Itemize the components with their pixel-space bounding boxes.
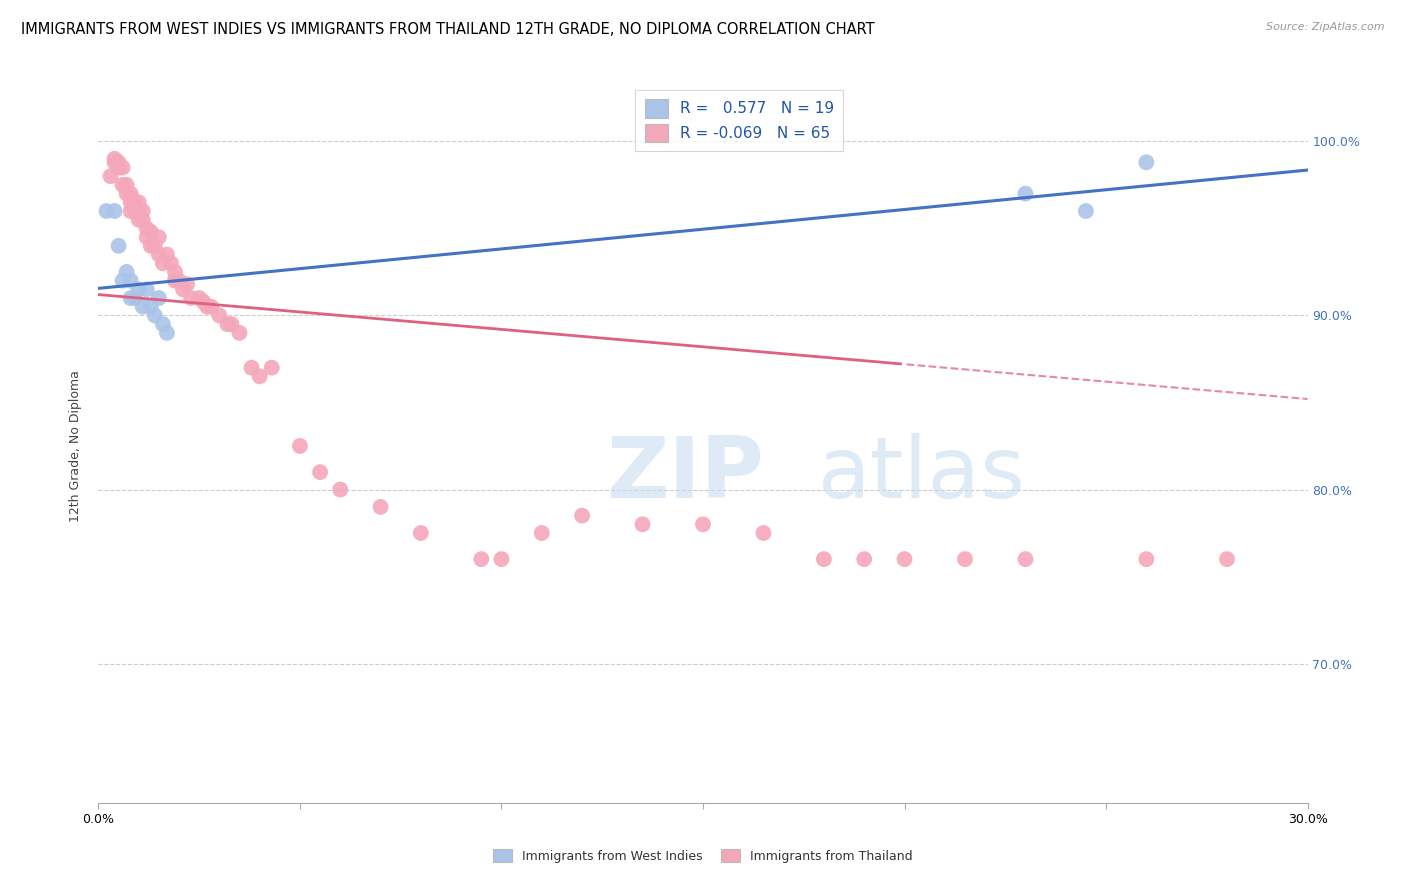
Text: IMMIGRANTS FROM WEST INDIES VS IMMIGRANTS FROM THAILAND 12TH GRADE, NO DIPLOMA C: IMMIGRANTS FROM WEST INDIES VS IMMIGRANT… xyxy=(21,22,875,37)
Point xyxy=(124,291,146,305)
Point xyxy=(128,282,150,296)
Point xyxy=(148,230,170,244)
Point xyxy=(152,256,174,270)
Point xyxy=(111,161,134,175)
Point xyxy=(128,195,150,210)
Point xyxy=(139,225,162,239)
Point xyxy=(120,186,142,201)
Point xyxy=(115,265,138,279)
Point xyxy=(1135,552,1157,566)
Point xyxy=(107,161,129,175)
Point xyxy=(163,265,186,279)
Point xyxy=(135,221,157,235)
Point xyxy=(163,274,186,288)
Point xyxy=(228,326,250,340)
Point xyxy=(143,239,166,253)
Point xyxy=(111,274,134,288)
Point xyxy=(470,552,492,566)
Point xyxy=(100,169,122,184)
Point xyxy=(103,204,125,219)
Point xyxy=(217,317,239,331)
Point xyxy=(188,291,211,305)
Point xyxy=(139,300,162,314)
Point xyxy=(115,186,138,201)
Point xyxy=(260,360,283,375)
Point xyxy=(135,230,157,244)
Point xyxy=(111,178,134,192)
Point xyxy=(813,552,835,566)
Point xyxy=(195,300,218,314)
Point xyxy=(115,178,138,192)
Point xyxy=(132,300,155,314)
Point xyxy=(132,204,155,219)
Point xyxy=(853,552,876,566)
Point xyxy=(103,152,125,166)
Text: Source: ZipAtlas.com: Source: ZipAtlas.com xyxy=(1267,22,1385,32)
Point xyxy=(370,500,392,514)
Point xyxy=(128,204,150,219)
Text: ZIP: ZIP xyxy=(606,433,763,516)
Point xyxy=(107,155,129,169)
Point xyxy=(309,465,332,479)
Point xyxy=(1014,186,1036,201)
Point xyxy=(135,282,157,296)
Point xyxy=(152,317,174,331)
Point xyxy=(120,195,142,210)
Point xyxy=(571,508,593,523)
Point xyxy=(329,483,352,497)
Point xyxy=(893,552,915,566)
Point xyxy=(193,294,215,309)
Point xyxy=(176,277,198,292)
Point xyxy=(208,309,231,323)
Point xyxy=(172,282,194,296)
Y-axis label: 12th Grade, No Diploma: 12th Grade, No Diploma xyxy=(69,370,83,522)
Point xyxy=(103,155,125,169)
Point xyxy=(120,204,142,219)
Point xyxy=(752,526,775,541)
Point xyxy=(692,517,714,532)
Point xyxy=(96,204,118,219)
Point xyxy=(148,247,170,261)
Text: atlas: atlas xyxy=(818,433,1026,516)
Point xyxy=(120,274,142,288)
Point xyxy=(156,247,179,261)
Point xyxy=(1216,552,1239,566)
Point xyxy=(631,517,654,532)
Point xyxy=(409,526,432,541)
Point xyxy=(124,195,146,210)
Point xyxy=(1074,204,1097,219)
Point xyxy=(139,239,162,253)
Point xyxy=(132,212,155,227)
Point xyxy=(148,291,170,305)
Point xyxy=(249,369,271,384)
Point xyxy=(180,291,202,305)
Legend: Immigrants from West Indies, Immigrants from Thailand: Immigrants from West Indies, Immigrants … xyxy=(488,845,918,868)
Point xyxy=(128,212,150,227)
Point xyxy=(1135,155,1157,169)
Point xyxy=(143,309,166,323)
Point xyxy=(200,300,222,314)
Point xyxy=(160,256,183,270)
Point xyxy=(124,204,146,219)
Point xyxy=(120,291,142,305)
Point xyxy=(953,552,976,566)
Point xyxy=(240,360,263,375)
Point xyxy=(288,439,311,453)
Point xyxy=(107,239,129,253)
Point xyxy=(1014,552,1036,566)
Point xyxy=(156,326,179,340)
Point xyxy=(530,526,553,541)
Point xyxy=(221,317,243,331)
Point xyxy=(491,552,513,566)
Point xyxy=(167,274,190,288)
